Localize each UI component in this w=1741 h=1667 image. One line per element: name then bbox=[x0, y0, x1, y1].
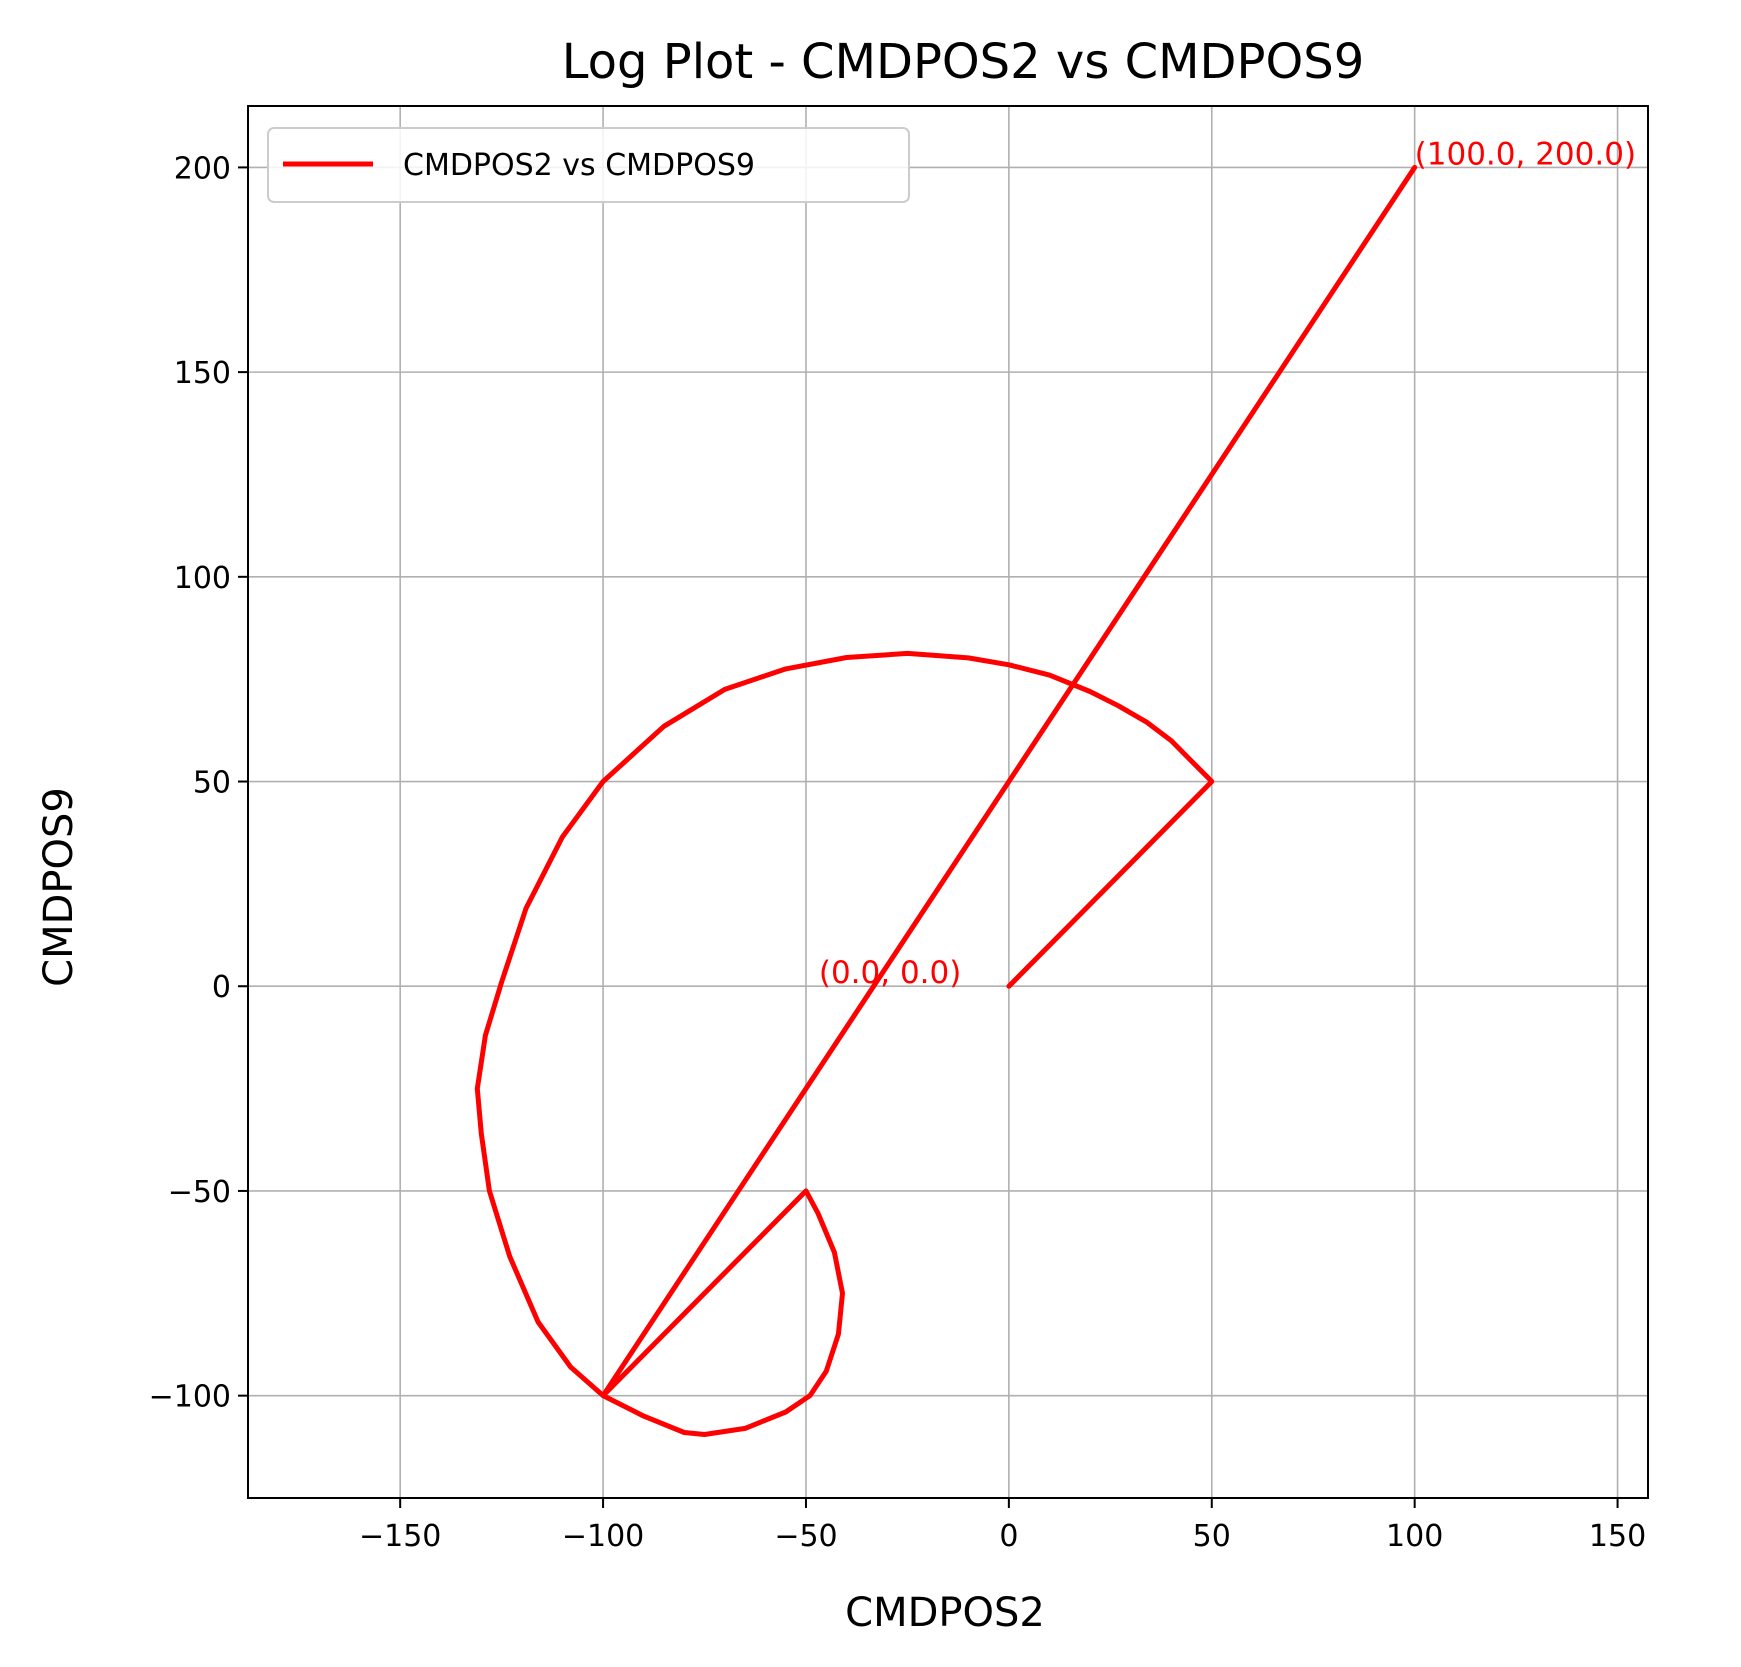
x-tick-label: 0 bbox=[999, 1519, 1018, 1554]
series-line bbox=[474, 164, 1418, 1437]
x-tick-label: −100 bbox=[562, 1519, 644, 1554]
legend: CMDPOS2 vs CMDPOS9 bbox=[267, 127, 910, 203]
plot-frame bbox=[247, 105, 1649, 1499]
x-axis-ticks: −150 −100 −50 0 50 100 150 bbox=[359, 1498, 1646, 1554]
point-annotation: (0.0, 0.0) bbox=[819, 955, 962, 991]
y-axis-ticks: −100 −50 0 50 100 150 200 bbox=[149, 151, 248, 1415]
x-tick-label: 50 bbox=[1193, 1519, 1231, 1554]
chart-title: Log Plot - CMDPOS2 vs CMDPOS9 bbox=[562, 34, 1364, 90]
y-tick-label: −100 bbox=[149, 1380, 231, 1415]
y-axis-label: CMDPOS9 bbox=[36, 787, 82, 987]
y-tick-label: −50 bbox=[168, 1175, 231, 1210]
x-axis-label: CMDPOS2 bbox=[845, 1590, 1045, 1636]
grid-lines bbox=[248, 106, 1648, 1498]
y-tick-label: 150 bbox=[174, 356, 231, 391]
legend-entry-label: CMDPOS2 vs CMDPOS9 bbox=[403, 148, 755, 183]
point-annotation: (100.0, 200.0) bbox=[1415, 136, 1636, 172]
x-tick-label: 150 bbox=[1589, 1519, 1646, 1554]
x-tick-label: −50 bbox=[774, 1519, 837, 1554]
plot-background bbox=[248, 106, 1648, 1498]
y-tick-label: 200 bbox=[174, 151, 231, 186]
annotation-layer: (0.0, 0.0) (100.0, 200.0) bbox=[819, 136, 1636, 991]
x-tick-label: −150 bbox=[359, 1519, 441, 1554]
y-tick-label: 100 bbox=[174, 561, 231, 596]
plot-area: (0.0, 0.0) (100.0, 200.0) bbox=[247, 105, 1649, 1499]
y-tick-label: 0 bbox=[212, 970, 231, 1005]
legend-box bbox=[267, 127, 910, 203]
x-tick-label: 100 bbox=[1386, 1519, 1443, 1554]
y-tick-label: 50 bbox=[193, 766, 231, 801]
series-layer bbox=[474, 164, 1418, 1437]
